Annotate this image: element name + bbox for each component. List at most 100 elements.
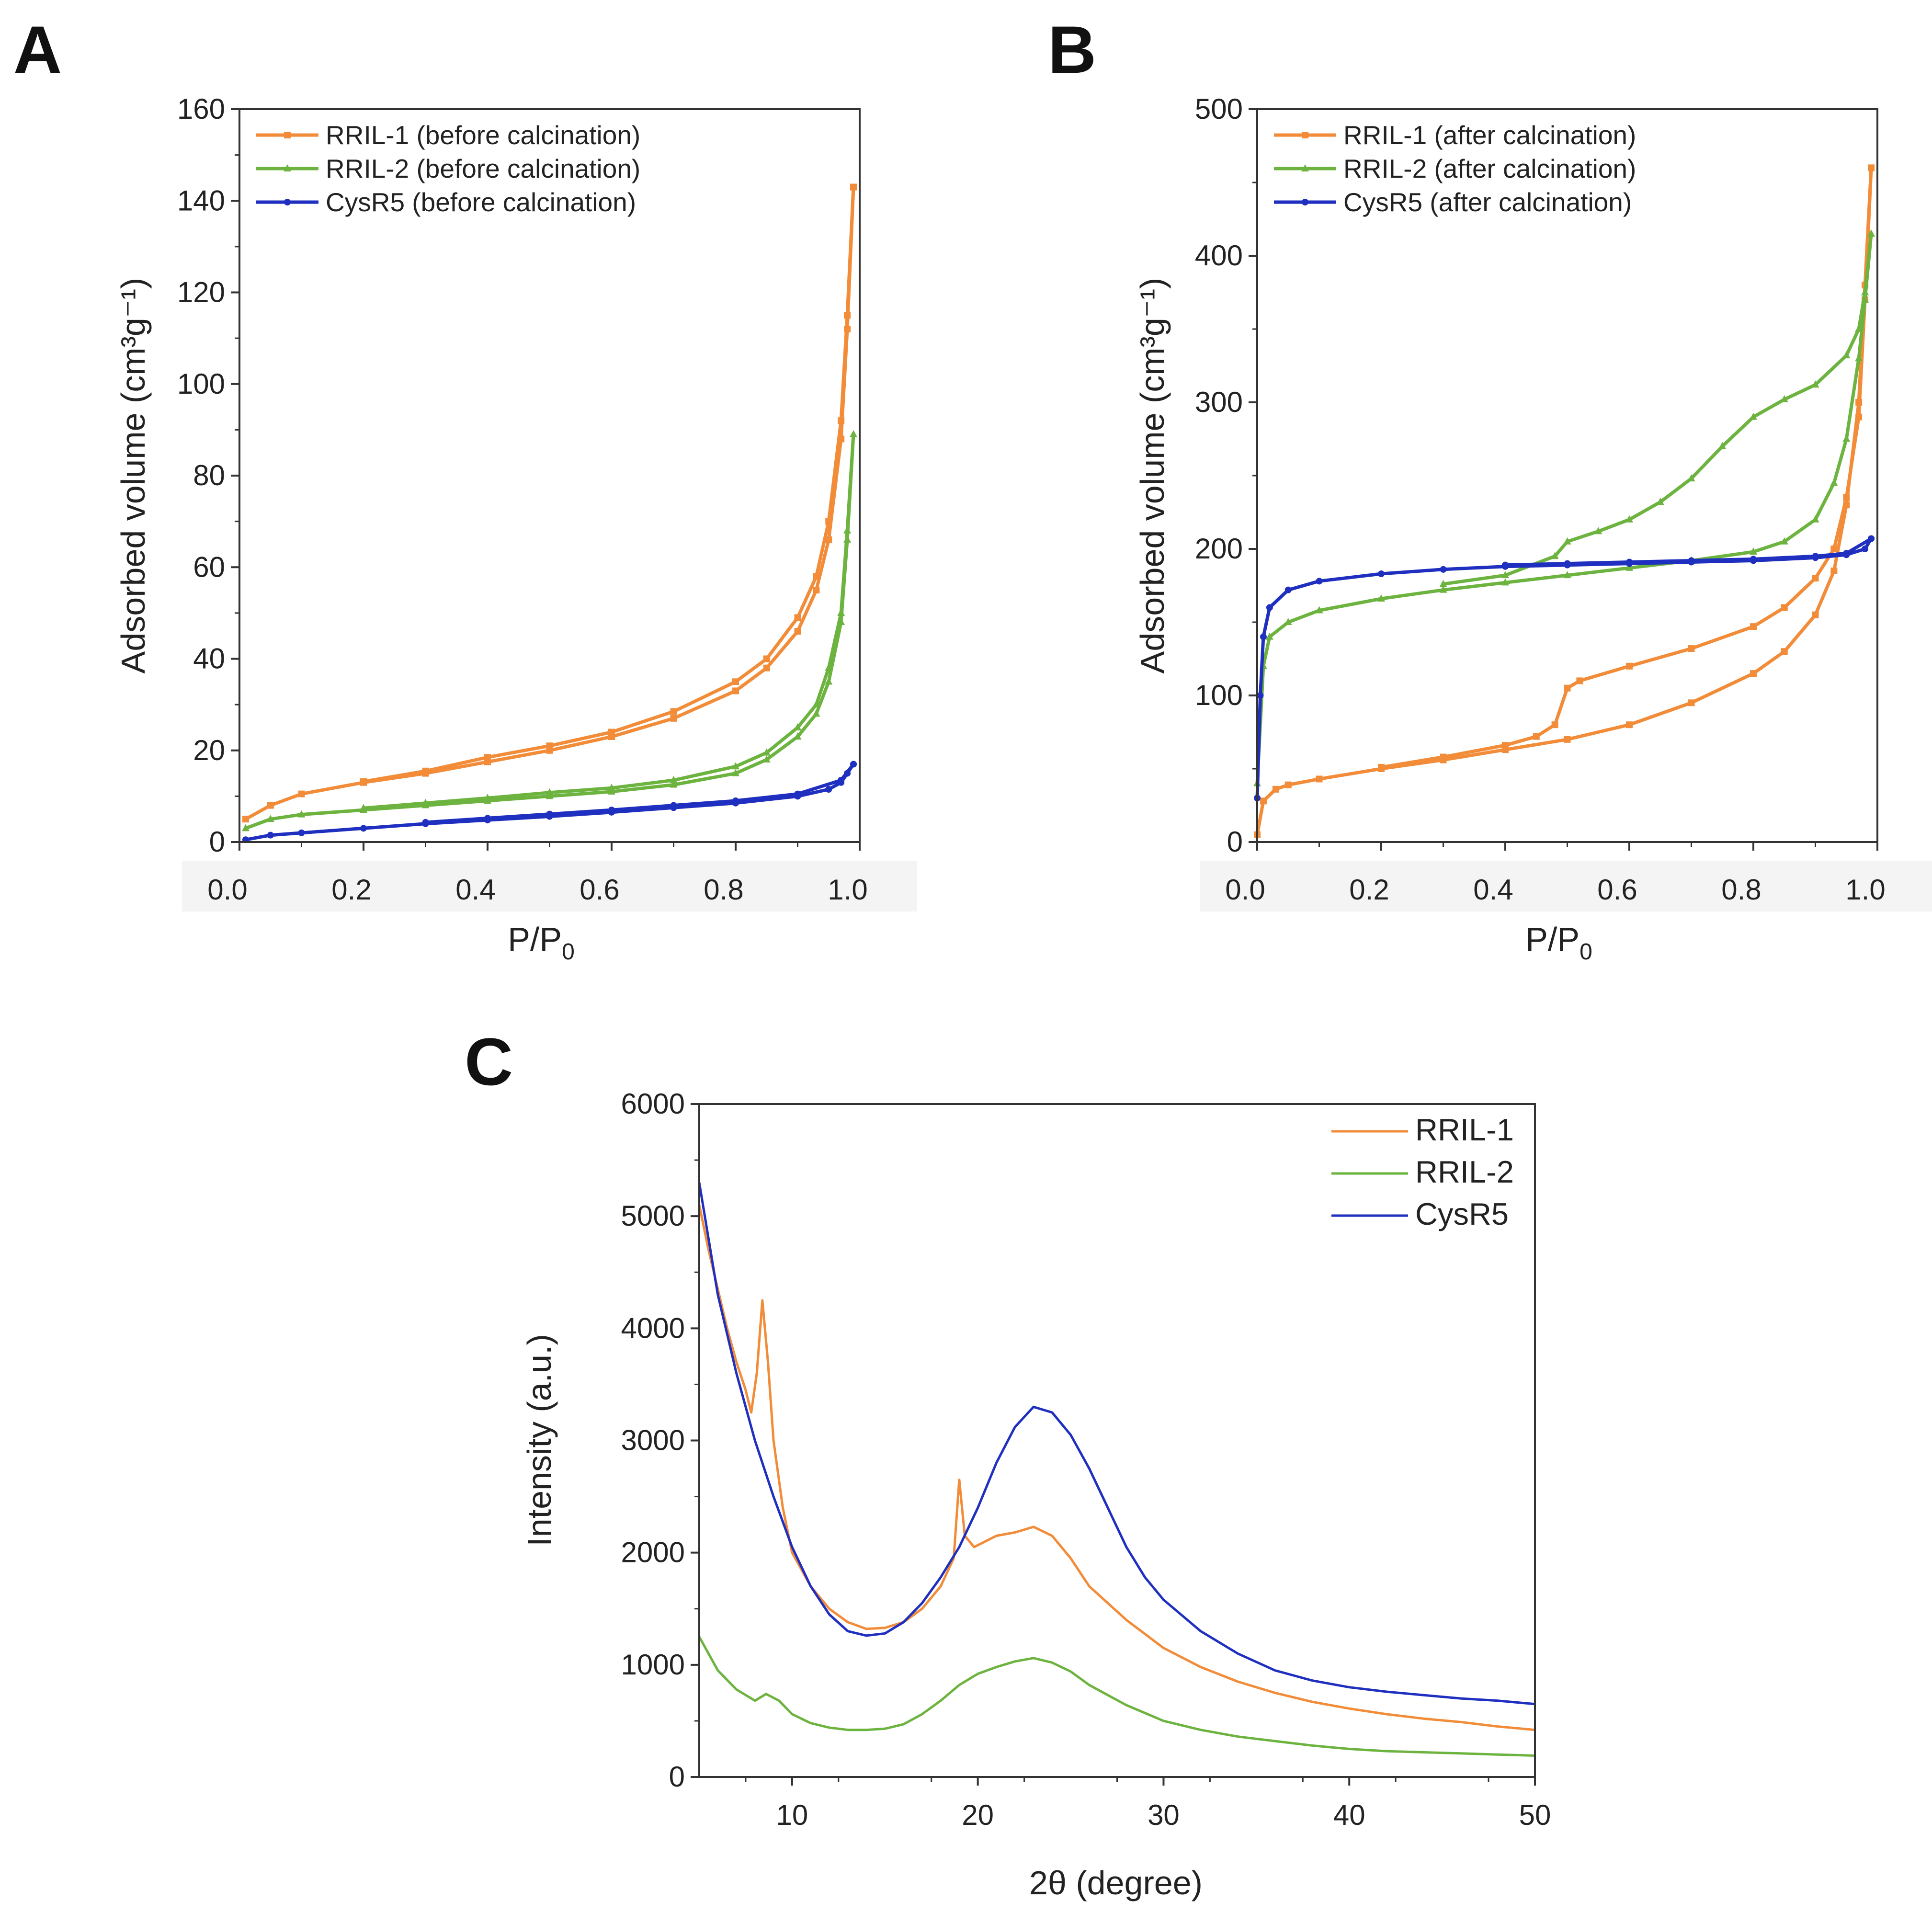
panel-b-point-cysr5-after-calcination bbox=[1688, 557, 1695, 564]
panel-a-point-cysr5-before-calcination bbox=[732, 797, 739, 804]
panel-b-point-rril-1-after-calcination bbox=[1272, 786, 1279, 793]
panel-b-point-rril-2-after-calcination bbox=[1563, 571, 1571, 579]
panel-a-point-rril-1-before-calcination bbox=[794, 628, 801, 635]
panel-b-x-tick-label: 0.0 bbox=[1225, 874, 1265, 906]
panel-a-point-cysr5-before-calcination bbox=[825, 786, 832, 793]
panel-a-point-rril-2-before-calcination bbox=[484, 794, 491, 801]
panel-b-point-rril-1-after-calcination bbox=[1551, 721, 1558, 729]
panel-a-series-rril-1-before-calcination-desorption bbox=[363, 187, 855, 784]
panel-a-axes-frame bbox=[239, 108, 861, 843]
panel-b-point-cysr5-after-calcination bbox=[1564, 560, 1571, 567]
panel-a-y-tick-label: 80 bbox=[193, 459, 225, 491]
panel-a-point-rril-2-before-calcination bbox=[670, 775, 678, 783]
panel-c-ticks: 0 1000 2000 3000 4000 5000 6000 10 20 30 40 50 bbox=[621, 1088, 1551, 1831]
panel-a-point-rril-1-before-calcination bbox=[484, 754, 491, 761]
panel-b-point-rril-2-after-calcination bbox=[1750, 412, 1757, 420]
panel-a-series-rril-1-before-calcination-adsorption bbox=[245, 187, 855, 821]
panel-a-point-rril-2-before-calcination bbox=[825, 677, 833, 685]
panel-a-point-rril-2-before-calcination bbox=[670, 780, 678, 788]
panel-a-point-rril-2-before-calcination bbox=[732, 769, 739, 776]
panel-b-point-rril-1-after-calcination bbox=[1440, 753, 1447, 761]
panel-b-point-rril-1-after-calcination bbox=[1868, 164, 1875, 171]
panel-a-point-rril-2-before-calcination bbox=[241, 824, 250, 831]
panel-a-point-rril-2-before-calcination bbox=[608, 787, 615, 795]
panel-c: C 0 1000 2000 3000 4000 5000 6000 10 20 30 40 50 In… bbox=[465, 1024, 1551, 1901]
panel-b-point-rril-2-after-calcination bbox=[1625, 563, 1633, 571]
panel-a-y-tick-label: 20 bbox=[193, 734, 225, 766]
panel-a: A 0 20 40 60 80 100 120 140 160 0.0 0.2 0.4 0.6 0.8 1.… bbox=[13, 12, 917, 965]
panel-b-point-rril-1-after-calcination bbox=[1626, 721, 1633, 729]
panel-a-x-tick-label: 1.0 bbox=[828, 874, 867, 906]
panel-b-point-rril-1-after-calcination bbox=[1750, 670, 1757, 677]
panel-b-y-tick-label: 300 bbox=[1195, 386, 1243, 418]
panel-b-point-rril-2-after-calcination bbox=[1861, 288, 1869, 296]
panel-b-legend-marker-cysr5-after-calcination bbox=[1302, 199, 1308, 205]
panel-a-point-rril-1-before-calcination bbox=[608, 729, 615, 736]
panel-a-point-rril-2-before-calcination bbox=[812, 709, 820, 717]
panel-b-point-cysr5-after-calcination bbox=[1378, 570, 1385, 578]
panel-c-x-tick-label: 40 bbox=[1333, 1799, 1365, 1831]
panel-c-legend-label-cysr5: CysR5 bbox=[1415, 1196, 1509, 1231]
panel-a-y-tick-label: 0 bbox=[209, 826, 225, 858]
panel-a-point-rril-1-before-calcination bbox=[844, 312, 851, 319]
panel-b-point-rril-2-after-calcination bbox=[1377, 594, 1385, 602]
panel-b-point-rril-1-after-calcination bbox=[1781, 648, 1788, 655]
panel-b-legend-label-rril-1-after-calcination: RRIL-1 (after calcination) bbox=[1343, 120, 1636, 150]
panel-b-y-tick-label: 100 bbox=[1195, 679, 1243, 711]
panel-c-legend: RRIL-1 RRIL-2 CysR5 bbox=[1331, 1112, 1514, 1231]
panel-a-legend-marker-rril-1-before-calcination bbox=[284, 132, 291, 138]
panel-a-point-rril-2-before-calcination bbox=[421, 798, 430, 806]
panel-b-point-cysr5-after-calcination bbox=[1502, 561, 1509, 569]
panel-a-x-tick-band bbox=[182, 861, 917, 911]
panel-b-point-rril-1-after-calcination bbox=[1843, 494, 1850, 501]
panel-a-point-rril-2-before-calcination bbox=[608, 784, 615, 791]
panel-a-point-rril-1-before-calcination bbox=[670, 708, 677, 715]
panel-a-point-rril-2-before-calcination bbox=[794, 732, 802, 740]
panel-b-point-rril-2-after-calcination bbox=[1551, 552, 1559, 559]
panel-b-point-cysr5-after-calcination bbox=[1260, 633, 1267, 640]
panel-a-series-rril-2-before-calcination-adsorption bbox=[245, 434, 855, 830]
panel-a-legend-marker-rril-2-before-calcination bbox=[284, 164, 291, 171]
panel-a-x-tick-label: 0.2 bbox=[331, 874, 371, 906]
panel-b-point-rril-1-after-calcination bbox=[1855, 413, 1863, 421]
panel-b-x-tick-band bbox=[1200, 861, 1932, 911]
panel-a-legend-marker-cysr5-before-calcination bbox=[284, 199, 291, 205]
panel-b-point-rril-2-after-calcination bbox=[1855, 354, 1863, 362]
panel-b-point-rril-1-after-calcination bbox=[1284, 781, 1292, 788]
panel-a-legend-label-rril-1-before-calcination: RRIL-1 (before calcination) bbox=[326, 120, 640, 150]
panel-b-y-axis-label: Adsorbed volume (cm³g⁻¹) bbox=[1134, 278, 1171, 674]
panel-c-series-rril-1-line bbox=[698, 1205, 1535, 1731]
panel-c-legend-label-rril-1: RRIL-1 bbox=[1415, 1112, 1514, 1147]
panel-b-point-cysr5-after-calcination bbox=[1266, 604, 1273, 611]
panel-b-point-cysr5-after-calcination bbox=[1440, 566, 1447, 573]
panel-b-point-rril-1-after-calcination bbox=[1316, 775, 1323, 783]
panel-b-point-rril-1-after-calcination bbox=[1830, 567, 1838, 574]
panel-b-series-rril-2-after-calcination-desorption bbox=[1443, 233, 1873, 586]
panel-c-y-axis-label: Intensity (a.u.) bbox=[521, 1334, 558, 1547]
panel-b-point-rril-2-after-calcination bbox=[1439, 585, 1447, 593]
panel-a-point-rril-2-before-calcination bbox=[812, 700, 820, 708]
panel-a-series-rril-2-before-calcination-desorption bbox=[363, 434, 855, 810]
panel-a-ticks: 0 20 40 60 80 100 120 140 160 0.0 0.2 0.4 0.6 0.8 1.0 bbox=[177, 93, 917, 911]
panel-b-series-cysr5-after-calcination-desorption bbox=[1505, 537, 1872, 567]
panel-b-point-cysr5-after-calcination bbox=[1862, 546, 1869, 552]
panel-a-point-cysr5-before-calcination bbox=[298, 829, 305, 836]
panel-b-point-rril-2-after-calcination bbox=[1867, 229, 1875, 237]
panel-a-point-rril-1-before-calcination bbox=[838, 417, 845, 424]
panel-a-y-tick-label: 60 bbox=[193, 551, 225, 583]
panel-c-y-tick-label: 6000 bbox=[621, 1088, 685, 1120]
panel-a-point-rril-2-before-calcination bbox=[297, 810, 306, 818]
panel-b-point-rril-1-after-calcination bbox=[1260, 797, 1267, 805]
panel-a-point-rril-1-before-calcination bbox=[298, 790, 305, 797]
panel-c-series bbox=[698, 1182, 1535, 1757]
panel-a-y-tick-label: 140 bbox=[177, 184, 225, 216]
panel-b-point-rril-2-after-calcination bbox=[1284, 618, 1292, 625]
panel-c-x-tick-label: 10 bbox=[776, 1799, 808, 1831]
panel-b-legend-label-cysr5-after-calcination: CysR5 (after calcination) bbox=[1343, 187, 1632, 217]
panel-a-x-tick-label: 0.6 bbox=[580, 874, 619, 906]
panel-a-series bbox=[241, 183, 858, 843]
panel-a-point-cysr5-before-calcination bbox=[838, 776, 845, 784]
panel-c-axes-frame bbox=[698, 1103, 1536, 1778]
panel-a-point-rril-1-before-calcination bbox=[813, 587, 820, 594]
